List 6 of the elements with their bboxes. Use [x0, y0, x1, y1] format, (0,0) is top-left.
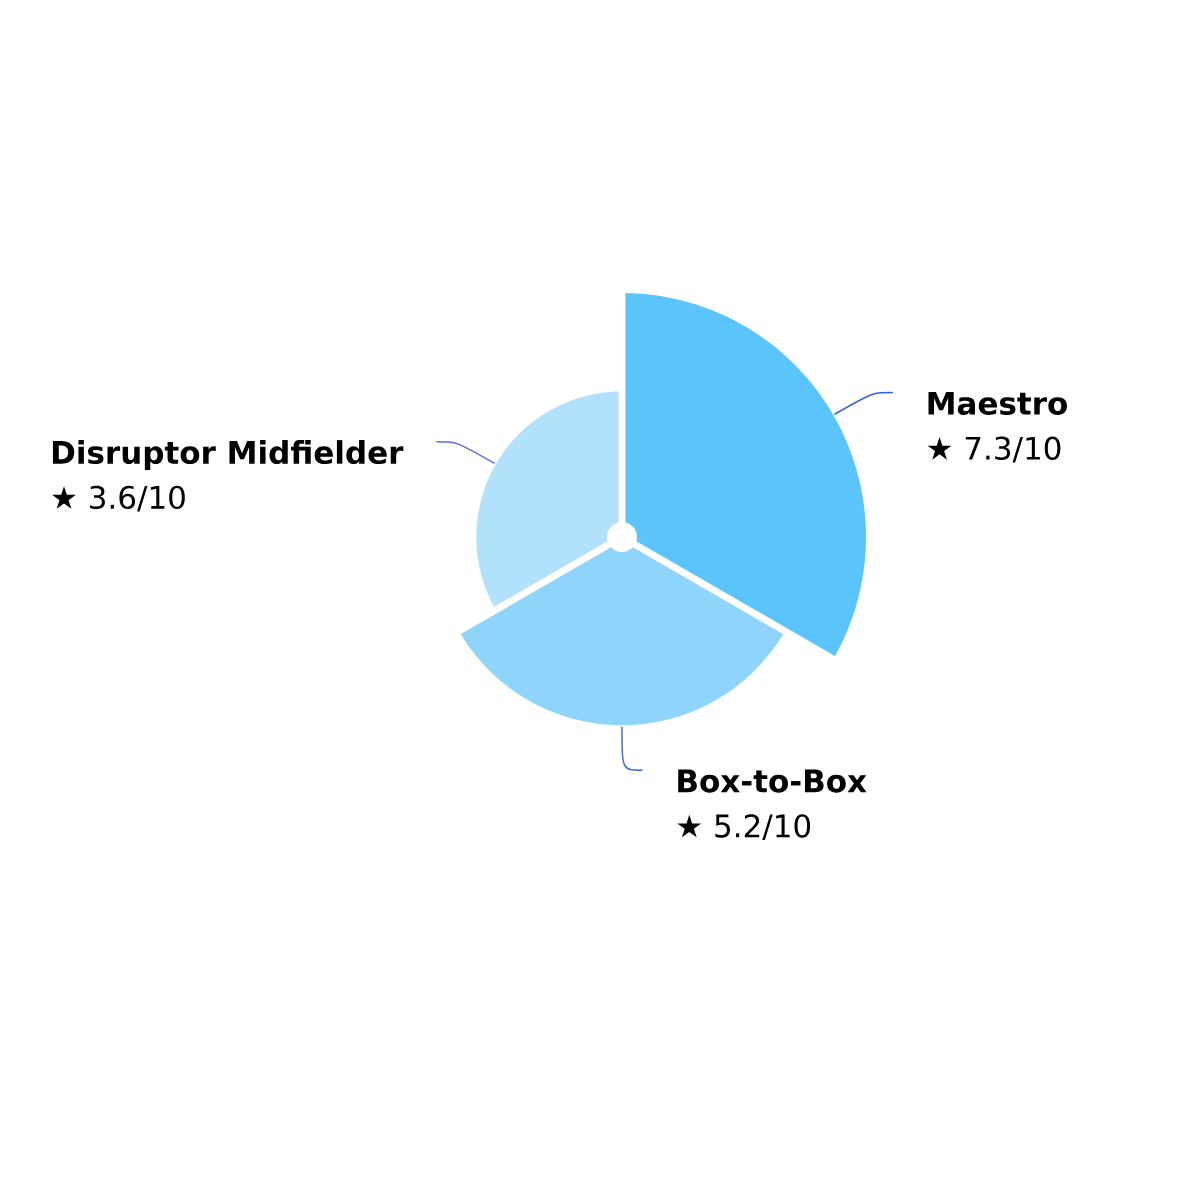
data-label: ★ 5.2/10 — [677, 814, 811, 841]
category-label: Maestro — [928, 391, 1067, 415]
data-label: ★ 3.6/10 — [52, 485, 185, 512]
category-label: Box-to-Box — [678, 769, 867, 793]
category-label: Disruptor Midfielder — [52, 440, 404, 471]
data-label: ★ 7.3/10 — [927, 436, 1061, 463]
